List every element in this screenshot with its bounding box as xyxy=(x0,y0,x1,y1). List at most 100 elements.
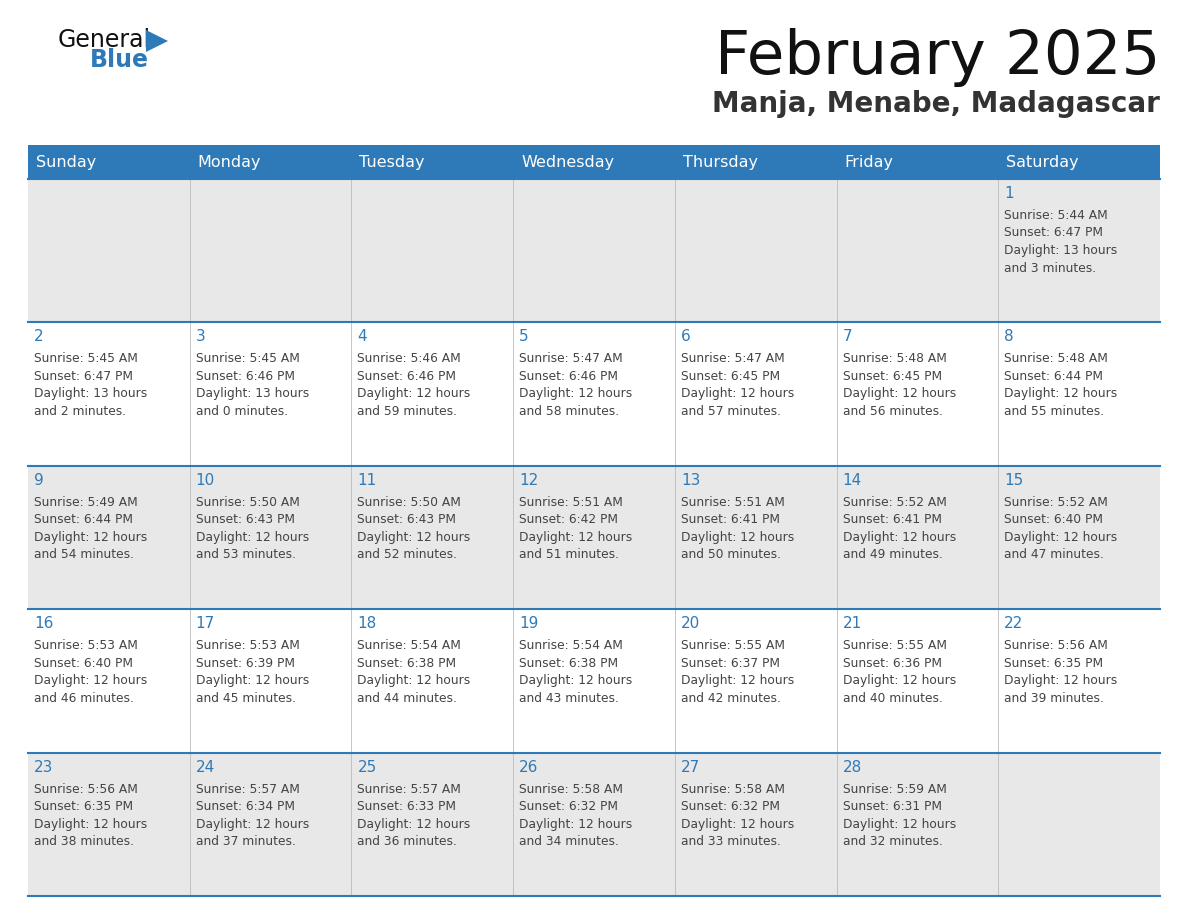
Text: Sunset: 6:32 PM: Sunset: 6:32 PM xyxy=(519,800,618,813)
Text: Sunrise: 5:58 AM: Sunrise: 5:58 AM xyxy=(519,783,624,796)
Text: 28: 28 xyxy=(842,759,861,775)
Text: Thursday: Thursday xyxy=(683,154,758,170)
Text: Sunrise: 5:52 AM: Sunrise: 5:52 AM xyxy=(842,496,947,509)
Text: Daylight: 12 hours: Daylight: 12 hours xyxy=(681,387,794,400)
Text: Sunset: 6:46 PM: Sunset: 6:46 PM xyxy=(519,370,618,383)
Bar xyxy=(29,610,1159,753)
Text: Sunrise: 5:48 AM: Sunrise: 5:48 AM xyxy=(842,353,947,365)
Text: Daylight: 12 hours: Daylight: 12 hours xyxy=(34,674,147,688)
Text: and 38 minutes.: and 38 minutes. xyxy=(34,835,134,848)
Text: Sunrise: 5:57 AM: Sunrise: 5:57 AM xyxy=(196,783,299,796)
Text: and 3 minutes.: and 3 minutes. xyxy=(1004,262,1097,274)
Text: and 0 minutes.: and 0 minutes. xyxy=(196,405,287,418)
Text: Sunset: 6:35 PM: Sunset: 6:35 PM xyxy=(1004,656,1104,670)
Text: Sunrise: 5:58 AM: Sunrise: 5:58 AM xyxy=(681,783,785,796)
Text: and 59 minutes.: and 59 minutes. xyxy=(358,405,457,418)
Text: 27: 27 xyxy=(681,759,700,775)
Text: Sunset: 6:38 PM: Sunset: 6:38 PM xyxy=(358,656,456,670)
Text: Sunset: 6:44 PM: Sunset: 6:44 PM xyxy=(34,513,133,526)
Text: 4: 4 xyxy=(358,330,367,344)
Text: 1: 1 xyxy=(1004,186,1013,201)
Text: Sunset: 6:37 PM: Sunset: 6:37 PM xyxy=(681,656,779,670)
Text: 5: 5 xyxy=(519,330,529,344)
Text: Sunrise: 5:54 AM: Sunrise: 5:54 AM xyxy=(519,639,623,652)
Text: Daylight: 13 hours: Daylight: 13 hours xyxy=(1004,244,1118,257)
Text: and 46 minutes.: and 46 minutes. xyxy=(34,691,134,705)
Text: 16: 16 xyxy=(34,616,53,632)
Text: Sunset: 6:34 PM: Sunset: 6:34 PM xyxy=(196,800,295,813)
Text: Sunrise: 5:53 AM: Sunrise: 5:53 AM xyxy=(196,639,299,652)
Text: Friday: Friday xyxy=(845,154,893,170)
Text: 10: 10 xyxy=(196,473,215,487)
Text: and 54 minutes.: and 54 minutes. xyxy=(34,548,134,561)
Text: Sunday: Sunday xyxy=(36,154,96,170)
Text: Daylight: 12 hours: Daylight: 12 hours xyxy=(358,387,470,400)
Text: Daylight: 12 hours: Daylight: 12 hours xyxy=(1004,674,1118,688)
Text: 17: 17 xyxy=(196,616,215,632)
Text: Daylight: 12 hours: Daylight: 12 hours xyxy=(842,818,956,831)
Text: and 34 minutes.: and 34 minutes. xyxy=(519,835,619,848)
Text: Sunrise: 5:56 AM: Sunrise: 5:56 AM xyxy=(34,783,138,796)
Text: Sunset: 6:40 PM: Sunset: 6:40 PM xyxy=(34,656,133,670)
Text: Sunset: 6:44 PM: Sunset: 6:44 PM xyxy=(1004,370,1104,383)
Text: Manja, Menabe, Madagascar: Manja, Menabe, Madagascar xyxy=(712,90,1159,118)
Bar xyxy=(29,753,1159,896)
Text: and 37 minutes.: and 37 minutes. xyxy=(196,835,296,848)
Text: Sunrise: 5:50 AM: Sunrise: 5:50 AM xyxy=(196,496,299,509)
Text: Daylight: 12 hours: Daylight: 12 hours xyxy=(196,531,309,543)
Text: 2: 2 xyxy=(34,330,44,344)
Text: 18: 18 xyxy=(358,616,377,632)
Text: Daylight: 12 hours: Daylight: 12 hours xyxy=(1004,387,1118,400)
Bar xyxy=(29,322,1159,465)
Text: Sunrise: 5:51 AM: Sunrise: 5:51 AM xyxy=(519,496,623,509)
Text: Sunset: 6:47 PM: Sunset: 6:47 PM xyxy=(34,370,133,383)
Text: 23: 23 xyxy=(34,759,53,775)
Text: Sunset: 6:38 PM: Sunset: 6:38 PM xyxy=(519,656,618,670)
Text: Sunset: 6:35 PM: Sunset: 6:35 PM xyxy=(34,800,133,813)
Text: Monday: Monday xyxy=(197,154,261,170)
Text: and 50 minutes.: and 50 minutes. xyxy=(681,548,781,561)
Text: Sunrise: 5:53 AM: Sunrise: 5:53 AM xyxy=(34,639,138,652)
Text: Daylight: 12 hours: Daylight: 12 hours xyxy=(1004,531,1118,543)
Bar xyxy=(29,145,1159,179)
Text: 20: 20 xyxy=(681,616,700,632)
Text: and 53 minutes.: and 53 minutes. xyxy=(196,548,296,561)
Text: Sunrise: 5:54 AM: Sunrise: 5:54 AM xyxy=(358,639,461,652)
Text: Sunset: 6:31 PM: Sunset: 6:31 PM xyxy=(842,800,942,813)
Text: Sunset: 6:47 PM: Sunset: 6:47 PM xyxy=(1004,227,1104,240)
Text: and 58 minutes.: and 58 minutes. xyxy=(519,405,619,418)
Text: 14: 14 xyxy=(842,473,861,487)
Text: Daylight: 12 hours: Daylight: 12 hours xyxy=(842,531,956,543)
Text: Daylight: 13 hours: Daylight: 13 hours xyxy=(196,387,309,400)
Text: Sunset: 6:40 PM: Sunset: 6:40 PM xyxy=(1004,513,1104,526)
Text: and 49 minutes.: and 49 minutes. xyxy=(842,548,942,561)
Text: and 57 minutes.: and 57 minutes. xyxy=(681,405,781,418)
Text: Sunrise: 5:48 AM: Sunrise: 5:48 AM xyxy=(1004,353,1108,365)
Text: Daylight: 13 hours: Daylight: 13 hours xyxy=(34,387,147,400)
Text: Sunset: 6:32 PM: Sunset: 6:32 PM xyxy=(681,800,779,813)
Text: Daylight: 12 hours: Daylight: 12 hours xyxy=(519,674,632,688)
Text: and 32 minutes.: and 32 minutes. xyxy=(842,835,942,848)
Text: Daylight: 12 hours: Daylight: 12 hours xyxy=(681,818,794,831)
Text: Sunset: 6:36 PM: Sunset: 6:36 PM xyxy=(842,656,942,670)
Text: Daylight: 12 hours: Daylight: 12 hours xyxy=(842,387,956,400)
Text: and 47 minutes.: and 47 minutes. xyxy=(1004,548,1104,561)
Text: Sunrise: 5:59 AM: Sunrise: 5:59 AM xyxy=(842,783,947,796)
Text: Sunrise: 5:45 AM: Sunrise: 5:45 AM xyxy=(34,353,138,365)
Text: Sunrise: 5:49 AM: Sunrise: 5:49 AM xyxy=(34,496,138,509)
Text: Daylight: 12 hours: Daylight: 12 hours xyxy=(681,531,794,543)
Text: 24: 24 xyxy=(196,759,215,775)
Text: Sunset: 6:45 PM: Sunset: 6:45 PM xyxy=(681,370,781,383)
Text: and 33 minutes.: and 33 minutes. xyxy=(681,835,781,848)
Text: and 45 minutes.: and 45 minutes. xyxy=(196,691,296,705)
Text: Sunrise: 5:51 AM: Sunrise: 5:51 AM xyxy=(681,496,785,509)
Polygon shape xyxy=(146,30,168,52)
Text: 25: 25 xyxy=(358,759,377,775)
Text: 21: 21 xyxy=(842,616,861,632)
Text: Daylight: 12 hours: Daylight: 12 hours xyxy=(681,674,794,688)
Bar xyxy=(29,465,1159,610)
Text: Daylight: 12 hours: Daylight: 12 hours xyxy=(358,674,470,688)
Text: Daylight: 12 hours: Daylight: 12 hours xyxy=(519,387,632,400)
Text: 26: 26 xyxy=(519,759,538,775)
Text: and 42 minutes.: and 42 minutes. xyxy=(681,691,781,705)
